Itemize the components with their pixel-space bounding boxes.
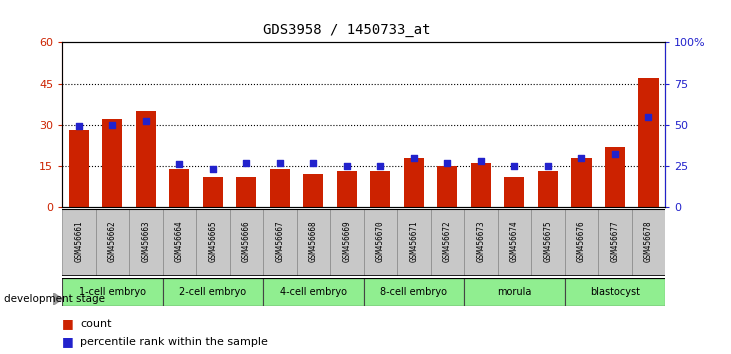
Text: GSM456673: GSM456673 xyxy=(477,220,485,262)
Bar xyxy=(230,209,263,276)
Bar xyxy=(170,169,189,207)
Bar xyxy=(364,278,464,306)
Text: percentile rank within the sample: percentile rank within the sample xyxy=(80,337,268,347)
Bar xyxy=(538,171,558,207)
Bar xyxy=(136,111,156,207)
Point xyxy=(107,122,118,128)
Text: 8-cell embryo: 8-cell embryo xyxy=(380,287,447,297)
Text: GSM456674: GSM456674 xyxy=(510,220,519,262)
Text: ■: ■ xyxy=(62,335,74,348)
Point xyxy=(609,152,621,157)
Point xyxy=(408,155,420,161)
Bar xyxy=(162,209,196,276)
Bar xyxy=(564,209,598,276)
Text: GSM456676: GSM456676 xyxy=(577,220,586,262)
Bar xyxy=(62,278,163,306)
Text: GSM456669: GSM456669 xyxy=(342,220,352,262)
Bar xyxy=(196,209,230,276)
Text: morula: morula xyxy=(497,287,531,297)
Bar xyxy=(605,147,625,207)
Bar xyxy=(303,174,323,207)
Point xyxy=(240,160,252,165)
Bar xyxy=(404,158,424,207)
Bar xyxy=(263,278,364,306)
Text: GSM456678: GSM456678 xyxy=(644,220,653,262)
Bar xyxy=(464,209,498,276)
Bar xyxy=(270,169,290,207)
Bar xyxy=(638,78,659,207)
Bar xyxy=(364,209,397,276)
Text: GSM456661: GSM456661 xyxy=(75,220,83,262)
Point xyxy=(374,163,386,169)
Bar xyxy=(564,278,665,306)
Polygon shape xyxy=(53,293,62,305)
Bar xyxy=(102,119,122,207)
Text: GSM456664: GSM456664 xyxy=(175,220,184,262)
Point xyxy=(542,163,554,169)
Text: blastocyst: blastocyst xyxy=(590,287,640,297)
Bar xyxy=(297,209,330,276)
Point xyxy=(475,158,487,164)
Bar xyxy=(572,158,591,207)
Text: GSM456665: GSM456665 xyxy=(208,220,217,262)
Bar xyxy=(69,130,89,207)
Point xyxy=(341,163,353,169)
Point xyxy=(173,161,185,167)
Bar xyxy=(464,278,565,306)
Text: GSM456677: GSM456677 xyxy=(610,220,619,262)
Bar xyxy=(504,177,525,207)
Text: GSM456672: GSM456672 xyxy=(443,220,452,262)
Point xyxy=(442,160,453,165)
Bar xyxy=(236,177,257,207)
Bar xyxy=(471,163,491,207)
Bar xyxy=(330,209,364,276)
Bar xyxy=(96,209,129,276)
Bar xyxy=(162,278,263,306)
Point xyxy=(140,119,152,124)
Text: ■: ■ xyxy=(62,318,74,330)
Point xyxy=(308,160,319,165)
Point xyxy=(643,114,654,119)
Text: GSM456671: GSM456671 xyxy=(409,220,418,262)
Text: 1-cell embryo: 1-cell embryo xyxy=(79,287,146,297)
Text: GSM456662: GSM456662 xyxy=(108,220,117,262)
Point xyxy=(274,160,286,165)
Point xyxy=(575,155,587,161)
Point xyxy=(509,163,520,169)
Text: GSM456675: GSM456675 xyxy=(543,220,553,262)
Bar xyxy=(203,177,223,207)
Bar xyxy=(531,209,565,276)
Text: GSM456670: GSM456670 xyxy=(376,220,385,262)
Text: GSM456663: GSM456663 xyxy=(141,220,151,262)
Bar xyxy=(337,171,357,207)
Bar xyxy=(437,166,458,207)
Bar xyxy=(498,209,531,276)
Text: GDS3958 / 1450733_at: GDS3958 / 1450733_at xyxy=(263,23,431,37)
Bar xyxy=(263,209,297,276)
Bar xyxy=(632,209,665,276)
Bar xyxy=(598,209,632,276)
Text: 4-cell embryo: 4-cell embryo xyxy=(280,287,347,297)
Bar xyxy=(371,171,390,207)
Text: GSM456667: GSM456667 xyxy=(276,220,284,262)
Text: GSM456668: GSM456668 xyxy=(309,220,318,262)
Bar xyxy=(129,209,162,276)
Text: count: count xyxy=(80,319,112,329)
Bar xyxy=(62,209,96,276)
Point xyxy=(73,124,85,129)
Bar xyxy=(431,209,464,276)
Bar xyxy=(397,209,431,276)
Point xyxy=(207,166,219,172)
Text: development stage: development stage xyxy=(4,294,105,304)
Text: GSM456666: GSM456666 xyxy=(242,220,251,262)
Text: 2-cell embryo: 2-cell embryo xyxy=(179,287,246,297)
